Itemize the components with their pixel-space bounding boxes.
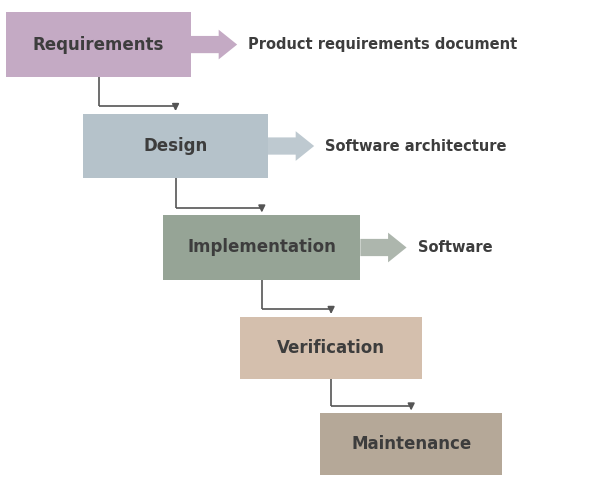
Text: Implementation: Implementation bbox=[187, 239, 336, 256]
FancyBboxPatch shape bbox=[240, 317, 422, 379]
Text: Product requirements document: Product requirements document bbox=[248, 37, 517, 52]
Polygon shape bbox=[191, 30, 237, 59]
Polygon shape bbox=[360, 233, 407, 262]
FancyBboxPatch shape bbox=[83, 114, 268, 178]
FancyBboxPatch shape bbox=[320, 413, 502, 475]
FancyBboxPatch shape bbox=[6, 12, 191, 77]
Text: Requirements: Requirements bbox=[33, 36, 164, 53]
Polygon shape bbox=[268, 131, 314, 161]
Text: Maintenance: Maintenance bbox=[351, 435, 471, 453]
Text: Verification: Verification bbox=[277, 339, 385, 357]
Text: Software: Software bbox=[418, 240, 492, 255]
Text: Design: Design bbox=[144, 137, 208, 155]
Text: Software architecture: Software architecture bbox=[325, 139, 507, 153]
FancyBboxPatch shape bbox=[163, 215, 360, 280]
